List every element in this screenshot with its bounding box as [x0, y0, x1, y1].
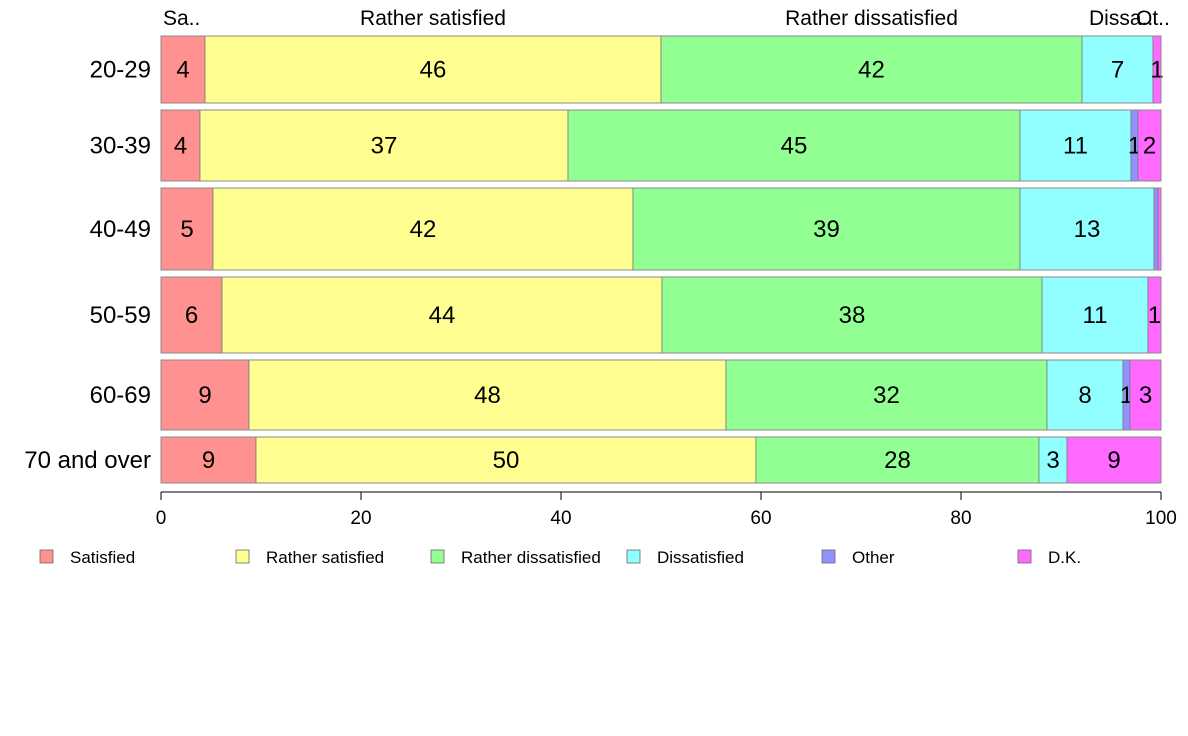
legend-item-rather-satisfied: Rather satisfied: [235, 548, 384, 567]
legend-label: Satisfied: [70, 548, 135, 567]
data-label-rather-satisfied: 50: [493, 447, 520, 474]
bar-segment-dissatisfied: [1041, 276, 1149, 354]
data-label-satisfied: 6: [185, 302, 198, 329]
bar-segment-rather-dissatisfied: [632, 187, 1021, 271]
x-tick-label: 20: [350, 508, 371, 529]
top-category-labels: Sa.. Rather satisfied Rather dissatisfied D…: [163, 7, 1170, 30]
legend-label: Rather satisfied: [266, 548, 384, 567]
data-label-d-k: 3: [1139, 382, 1152, 409]
data-label-rather-dissatisfied: 28: [884, 447, 911, 474]
data-label-d-k: 1: [1148, 302, 1161, 329]
bar-row-20-29: 4 46 42 7 1: [160, 35, 1164, 104]
category-label: 20-29: [90, 57, 151, 84]
data-label-d-k: 9: [1107, 447, 1120, 474]
x-axis: 0 20 40 60 80 100: [156, 491, 1177, 529]
category-label: 60-69: [90, 382, 151, 409]
data-label-satisfied: 4: [176, 57, 189, 84]
bar-segment-rather-dissatisfied: [567, 109, 1021, 182]
legend-swatch: [235, 549, 250, 564]
legend-item-satisfied: Satisfied: [39, 548, 135, 567]
legend-label: Other: [852, 548, 895, 567]
bar-segment-rather-dissatisfied: [755, 436, 1040, 484]
legend-swatch: [626, 549, 641, 564]
category-label: 50-59: [90, 302, 151, 329]
top-label-rather-dissatisfied: Rather dissatisfied: [785, 7, 958, 30]
data-label-rather-dissatisfied: 32: [873, 382, 900, 409]
bar-row-50-59: 6 44 38 11 1: [160, 276, 1162, 354]
bar-segment-rather-dissatisfied: [725, 359, 1048, 431]
legend-item-dissatisfied: Dissatisfied: [626, 548, 744, 567]
bar-segment-rather-dissatisfied: [661, 276, 1043, 354]
top-label-dissatisfied: Dissa..: [1089, 7, 1153, 30]
data-label-rather-dissatisfied: 45: [781, 133, 808, 160]
bar-segment-dissatisfied: [1019, 187, 1155, 271]
data-label-rather-dissatisfied: 38: [839, 302, 866, 329]
category-labels: 20-29 30-39 40-49 50-59 60-69 70 and over: [24, 57, 151, 475]
legend-item-other: Other: [821, 548, 895, 567]
bar-frame: [160, 187, 1162, 271]
bars: 4 46 42 7 14 37 45 11 1 25 42 39 136 44 38 11 19 48 32 8 1 39…: [160, 35, 1164, 484]
legend-swatch: [430, 549, 445, 564]
bar-frame: [160, 436, 1162, 484]
data-label-rather-satisfied: 42: [410, 216, 437, 243]
data-label-satisfied: 4: [174, 133, 187, 160]
bar-segment-rather-satisfied: [221, 276, 663, 354]
legend-item-d-k: D.K.: [1017, 548, 1081, 567]
bar-segment-other: [1153, 187, 1159, 271]
data-label-satisfied: 5: [180, 216, 193, 243]
legend: Satisfied Rather satisfied Rather dissatis…: [39, 548, 1081, 567]
bar-segment-satisfied: [160, 359, 250, 431]
data-label-d-k: 2: [1143, 133, 1156, 160]
data-label-dissatisfied: 13: [1074, 216, 1101, 243]
data-label-dissatisfied: 11: [1083, 302, 1108, 329]
data-label-satisfied: 9: [198, 382, 211, 409]
legend-swatch: [821, 549, 836, 564]
category-label: 40-49: [90, 216, 151, 243]
legend-label: Rather dissatisfied: [461, 548, 601, 567]
bar-frame: [160, 276, 1162, 354]
x-tick-label: 60: [750, 508, 771, 529]
data-label-rather-satisfied: 48: [474, 382, 501, 409]
category-label: 30-39: [90, 133, 151, 160]
bar-row-70-and-over: 9 50 28 3 9: [160, 436, 1162, 484]
bar-segment-rather-satisfied: [248, 359, 727, 431]
bar-segment-dissatisfied: [1046, 359, 1124, 431]
data-label-d-k: 1: [1150, 57, 1163, 84]
category-label: 70 and over: [24, 447, 151, 474]
bar-row-60-69: 9 48 32 8 1 3: [160, 359, 1162, 431]
data-label-rather-dissatisfied: 42: [858, 57, 885, 84]
x-tick-label: 80: [950, 508, 971, 529]
top-label-satisfied: Sa..: [163, 7, 200, 30]
bar-segment-d-k: [1066, 436, 1162, 484]
bar-frame: [160, 35, 1162, 104]
legend-item-rather-dissatisfied: Rather dissatisfied: [430, 548, 601, 567]
data-label-dissatisfied: 8: [1078, 382, 1091, 409]
bar-row-40-49: 5 42 39 13: [160, 187, 1162, 271]
legend-swatch: [39, 549, 54, 564]
x-tick-label: 40: [550, 508, 571, 529]
data-label-dissatisfied: 11: [1063, 133, 1088, 160]
legend-swatch: [1017, 549, 1032, 564]
x-tick-label: 100: [1145, 508, 1177, 529]
legend-label: Dissatisfied: [657, 548, 744, 567]
data-label-dissatisfied: 3: [1046, 447, 1059, 474]
bar-frame: [160, 109, 1162, 182]
data-label-rather-satisfied: 44: [429, 302, 456, 329]
bar-row-30-39: 4 37 45 11 1 2: [160, 109, 1162, 182]
x-tick-label: 0: [156, 508, 167, 529]
data-label-rather-satisfied: 37: [371, 133, 398, 160]
data-label-satisfied: 9: [202, 447, 215, 474]
bar-segment-rather-satisfied: [212, 187, 634, 271]
data-label-rather-satisfied: 46: [420, 57, 447, 84]
top-label-rather-satisfied: Rather satisfied: [360, 7, 506, 30]
bar-frame: [160, 359, 1162, 431]
top-label-other: Ot..: [1136, 7, 1170, 30]
data-label-dissatisfied: 7: [1111, 57, 1124, 84]
legend-label: D.K.: [1048, 548, 1081, 567]
data-label-rather-dissatisfied: 39: [813, 216, 840, 243]
